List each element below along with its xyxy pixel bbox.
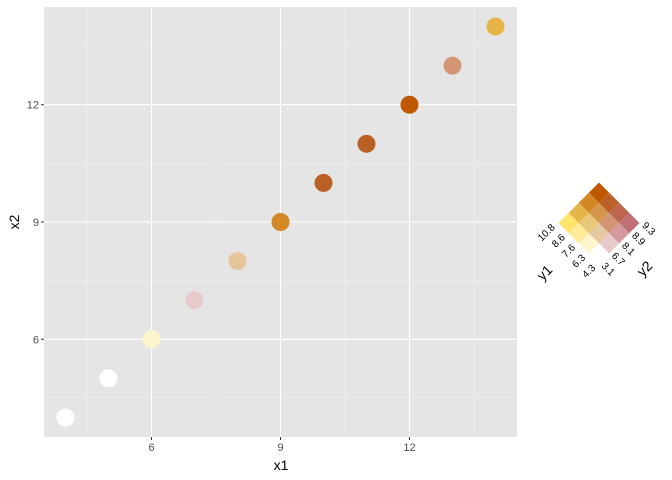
- data-point: [271, 213, 290, 231]
- y-tick-label: 6: [33, 334, 39, 346]
- data-point: [400, 95, 419, 114]
- axis-ticks: 6 9 12 6 9 12: [27, 100, 416, 454]
- legend-y2-title: y2: [634, 257, 656, 279]
- points: [56, 17, 505, 427]
- data-point: [357, 134, 376, 153]
- x-tick-label: 9: [277, 442, 283, 454]
- x-tick-label: 12: [403, 442, 415, 454]
- x-axis-title: x1: [274, 457, 289, 473]
- data-point: [99, 369, 118, 388]
- data-point: [185, 291, 204, 310]
- y-axis-title: x2: [6, 214, 22, 229]
- y-tick-label: 9: [33, 217, 39, 229]
- data-point: [486, 17, 505, 36]
- y-tick-label: 12: [27, 100, 39, 112]
- data-point: [443, 56, 462, 75]
- data-point: [314, 173, 333, 192]
- x-tick-label: 6: [148, 442, 154, 454]
- data-point: [56, 408, 75, 427]
- legend-y1-title: y1: [534, 261, 556, 283]
- bivariate-legend: 4.36.37.68.610.83.16.78.18.99.3: [536, 182, 657, 280]
- data-point: [228, 252, 247, 271]
- legend-tile: [588, 182, 610, 203]
- data-point: [142, 330, 161, 349]
